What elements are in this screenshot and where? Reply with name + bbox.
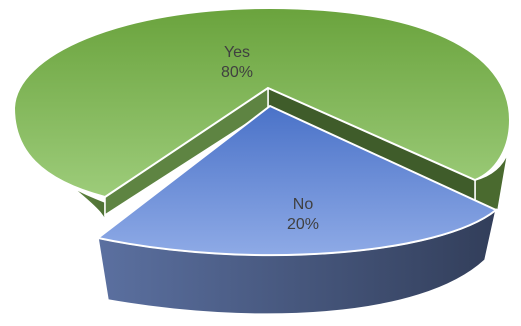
label-no-value: 20% <box>287 216 319 233</box>
label-yes-value: 80% <box>221 64 253 81</box>
label-no-name: No <box>293 196 314 213</box>
slice-yes-top <box>12 6 512 199</box>
slice-no <box>95 104 498 315</box>
slice-no-top <box>95 104 498 257</box>
label-yes-name: Yes <box>224 44 250 61</box>
